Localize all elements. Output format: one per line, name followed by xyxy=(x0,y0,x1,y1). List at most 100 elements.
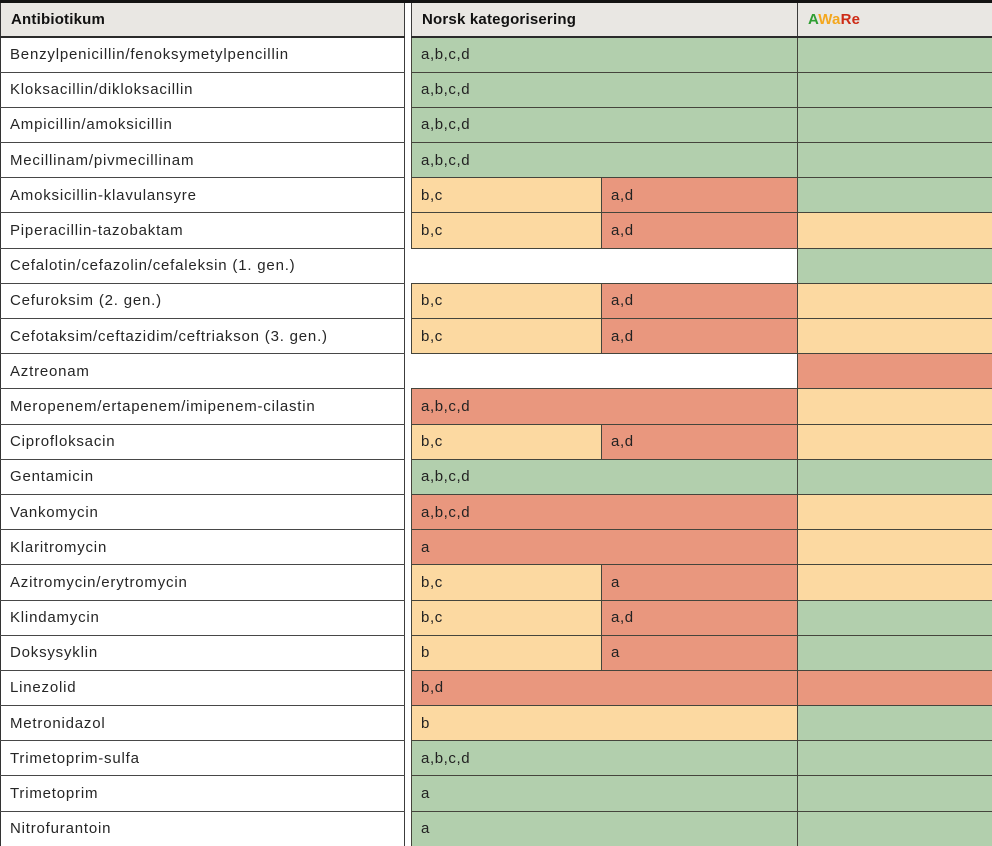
norwegian-category-cell: a,b,c,d xyxy=(411,493,798,531)
norwegian-category-cell: b,c xyxy=(411,177,602,214)
column-gutter-cell xyxy=(404,37,412,73)
table-row: Piperacillin-tazobaktam b,c a,d xyxy=(0,212,992,249)
aware-classification-cell xyxy=(797,810,992,846)
aware-classification-cell xyxy=(797,212,992,249)
column-gutter-cell xyxy=(404,142,412,178)
aware-classification-cell xyxy=(797,177,992,214)
antibiotic-name-cell: Amoksicillin-klavulansyre xyxy=(0,177,405,214)
norwegian-category-cell: a xyxy=(411,529,798,566)
column-gutter-cell xyxy=(404,318,412,354)
column-gutter-cell xyxy=(404,670,412,706)
column-gutter-cell xyxy=(404,635,412,671)
antibiotic-name-cell: Klindamycin xyxy=(0,600,405,636)
table-row: Klaritromycin a xyxy=(0,529,992,566)
table-row: Azitromycin/erytromycin b,c a xyxy=(0,564,992,601)
aware-watch-letters: Wa xyxy=(818,11,841,28)
norwegian-category-cell xyxy=(411,248,798,284)
antibiotic-name-cell: Piperacillin-tazobaktam xyxy=(0,212,405,249)
antibiotic-name-cell: Meropenem/ertapenem/imipenem-cilastin xyxy=(0,388,405,425)
header-row: Antibiotikum Norsk kategorisering AWaRe xyxy=(0,1,992,38)
column-gutter-cell xyxy=(404,740,412,776)
norwegian-category-cell: a,d xyxy=(601,212,798,249)
column-gutter-cell xyxy=(404,212,412,249)
table-row: Cefotaksim/ceftazidim/ceftriakson (3. ge… xyxy=(0,317,992,355)
table-body: Benzylpenicillin/fenoksymetylpencillin a,… xyxy=(0,36,992,846)
table-row: Trimetoprim a xyxy=(0,775,992,812)
column-gutter xyxy=(404,1,412,37)
aware-classification-cell xyxy=(797,529,992,566)
aware-classification-cell xyxy=(797,775,992,812)
antibiotic-name-cell: Nitrofurantoin xyxy=(0,811,405,846)
table-row: Aztreonam xyxy=(0,353,992,390)
aware-classification-cell xyxy=(797,388,992,425)
norwegian-category-cell: a,b,c,d xyxy=(411,388,798,425)
norwegian-category-cell: b,c xyxy=(411,564,602,601)
antibiotic-name-cell: Metronidazol xyxy=(0,705,405,742)
aware-classification-cell xyxy=(797,282,992,320)
column-gutter-cell xyxy=(404,72,412,108)
table-header: Antibiotikum Norsk kategorisering AWaRe xyxy=(0,1,992,38)
column-gutter-cell xyxy=(404,811,412,846)
antibiotic-name-cell: Cefalotin/cefazolin/cefaleksin (1. gen.) xyxy=(0,248,405,284)
norwegian-category-cell: a,b,c,d xyxy=(411,36,798,73)
table-row: Linezolid b,d xyxy=(0,669,992,707)
antibiotic-name-cell: Benzylpenicillin/fenoksymetylpencillin xyxy=(0,37,405,73)
antibiotic-name-cell: Linezolid xyxy=(0,670,405,707)
antibiotic-name-cell: Kloksacillin/dikloksacillin xyxy=(0,72,405,108)
norwegian-category-cell: a xyxy=(411,775,798,812)
column-gutter-cell xyxy=(404,529,412,565)
norwegian-category-cell: a xyxy=(411,810,798,846)
table-row: Metronidazol b xyxy=(0,705,992,742)
antibiotic-name-cell: Cefotaksim/ceftazidim/ceftriakson (3. ge… xyxy=(0,318,405,355)
norwegian-category-cell: b xyxy=(411,705,798,742)
column-gutter-cell xyxy=(404,459,412,495)
aware-classification-cell xyxy=(797,71,992,108)
column-gutter-cell xyxy=(404,600,412,636)
column-gutter-cell xyxy=(404,705,412,741)
column-gutter-cell xyxy=(404,424,412,460)
antibiotic-name-cell: Aztreonam xyxy=(0,353,405,390)
column-gutter-cell xyxy=(404,177,412,213)
norwegian-category-cell: a,b,c,d xyxy=(411,106,798,144)
antibiotic-name-cell: Trimetoprim xyxy=(0,775,405,812)
aware-classification-cell xyxy=(797,353,992,390)
table-row: Vankomycin a,b,c,d xyxy=(0,493,992,531)
antibiotic-name-cell: Ciprofloksacin xyxy=(0,424,405,460)
table-row: Nitrofurantoin a xyxy=(0,810,992,846)
aware-classification-cell xyxy=(797,317,992,355)
antibiotic-name-cell: Azitromycin/erytromycin xyxy=(0,564,405,601)
column-gutter-cell xyxy=(404,494,412,530)
antibiotic-name-cell: Trimetoprim-sulfa xyxy=(0,740,405,777)
norwegian-category-cell: a,b,c,d xyxy=(411,71,798,108)
aware-classification-cell xyxy=(797,36,992,73)
antibiotic-name-cell: Doksysyklin xyxy=(0,635,405,671)
norwegian-category-cell: a,d xyxy=(601,423,798,460)
norwegian-category-cell: a,d xyxy=(601,317,798,355)
norwegian-category-cell: b,c xyxy=(411,599,602,636)
aware-classification-cell xyxy=(797,634,992,671)
norwegian-category-cell: b,c xyxy=(411,212,602,249)
norwegian-category-cell: a xyxy=(601,634,798,671)
norwegian-category-cell: a,b,c,d xyxy=(411,458,798,495)
aware-classification-cell xyxy=(797,705,992,742)
column-header-norwegian-categorization: Norsk kategorisering xyxy=(411,1,798,38)
aware-classification-cell xyxy=(797,106,992,144)
norwegian-category-cell: b,d xyxy=(411,669,798,707)
column-gutter-cell xyxy=(404,248,412,284)
column-gutter-cell xyxy=(404,388,412,425)
table-row: Trimetoprim-sulfa a,b,c,d xyxy=(0,740,992,777)
column-gutter-cell xyxy=(404,564,412,600)
aware-classification-cell xyxy=(797,669,992,707)
norwegian-category-cell: a,d xyxy=(601,599,798,636)
antibiotic-name-cell: Cefuroksim (2. gen.) xyxy=(0,283,405,320)
aware-classification-cell xyxy=(797,247,992,284)
norwegian-category-cell xyxy=(411,353,798,389)
antibiotic-name-cell: Vankomycin xyxy=(0,494,405,531)
column-gutter-cell xyxy=(404,107,412,143)
norwegian-category-cell: b xyxy=(411,634,602,671)
table-row: Cefalotin/cefazolin/cefaleksin (1. gen.) xyxy=(0,247,992,284)
table-row: Gentamicin a,b,c,d xyxy=(0,458,992,495)
antibiotic-name-cell: Mecillinam/pivmecillinam xyxy=(0,142,405,179)
column-header-antibiotic: Antibiotikum xyxy=(0,1,405,38)
